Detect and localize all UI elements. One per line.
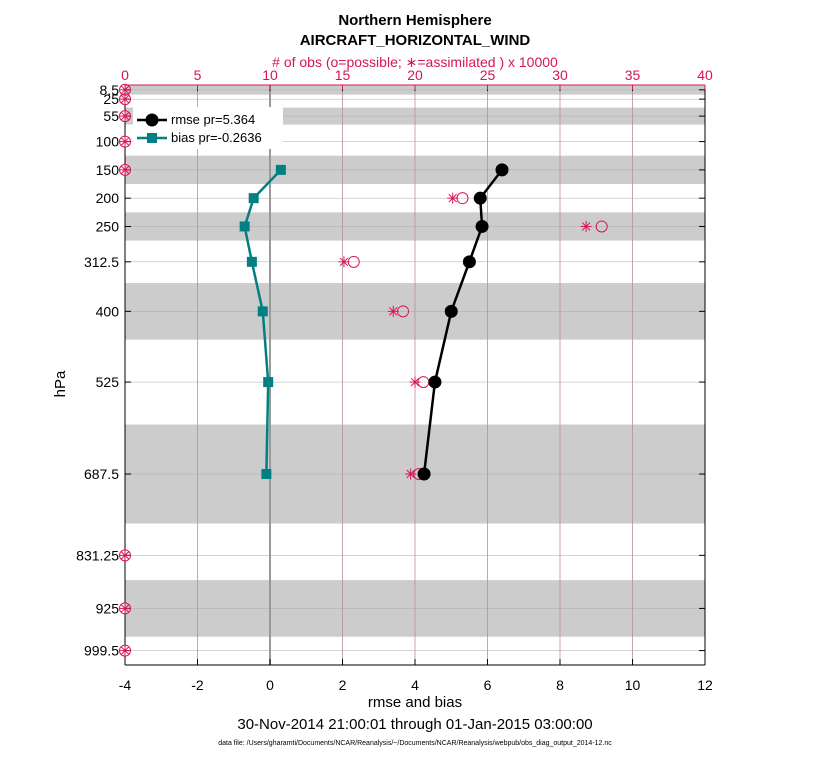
asterisk-stroke — [406, 469, 415, 479]
asterisk-stroke — [120, 85, 130, 95]
obs-assimilated-marker — [338, 256, 350, 268]
y-tick-label: 831.25 — [76, 547, 119, 563]
y-tick-label: 400 — [96, 303, 120, 319]
x-tick-label: 8 — [556, 677, 564, 693]
bias-point — [263, 377, 274, 388]
y-tick-label: 55 — [103, 108, 119, 124]
obs-assimilated-marker — [119, 164, 131, 176]
rmse-point — [495, 163, 509, 177]
y-tick-label: 925 — [96, 600, 120, 616]
top-tick-label: 35 — [625, 67, 641, 83]
rmse-point — [428, 375, 442, 389]
asterisk-stroke — [120, 551, 130, 560]
rmse-point — [444, 304, 458, 318]
asterisk-stroke — [389, 307, 398, 316]
top-tick-label: 0 — [121, 67, 129, 83]
asterisk-stroke — [339, 257, 349, 267]
tick-labels: -4 -2 0 2 4 6 8 10 120 5 10 15 20 25 30 35 408.525551001… — [76, 67, 713, 693]
y-tick-label: 100 — [96, 134, 120, 150]
top-tick-label: 10 — [262, 67, 278, 83]
date-range: 30-Nov-2014 21:00:01 through 01-Jan-2015… — [237, 716, 592, 733]
asterisk-stroke — [120, 111, 130, 121]
chart-title: Northern Hemisphere — [338, 12, 491, 29]
x-tick-label: -2 — [191, 677, 204, 693]
bias-point — [239, 221, 250, 232]
top-tick-label: 25 — [480, 67, 496, 83]
x-tick-label: -4 — [119, 677, 132, 693]
top-tick-label: 15 — [335, 67, 351, 83]
asterisk-stroke — [120, 604, 130, 613]
asterisk-stroke — [120, 165, 130, 175]
asterisk-stroke — [410, 377, 420, 387]
y-axis-label: hPa — [52, 370, 69, 397]
obs-assimilated-marker — [119, 549, 131, 561]
obs-assimilated-marker — [119, 93, 131, 105]
asterisk-stroke — [448, 193, 457, 203]
legend-label: rmse pr=5.364 — [171, 112, 255, 127]
y-tick-label: 687.5 — [84, 466, 119, 482]
top-tick-label: 40 — [697, 67, 713, 83]
top-axis-label: # of obs (o=possible; ∗=assimilated ) x … — [272, 54, 558, 70]
top-tick-label: 20 — [407, 67, 423, 83]
y-tick-label: 312.5 — [84, 254, 119, 270]
legend: rmse pr=5.364 bias pr=-0.2636 — [133, 107, 283, 149]
obs-assimilated-marker — [405, 468, 417, 480]
bias-point — [261, 469, 272, 480]
x-axis-label: rmse and bias — [368, 694, 462, 711]
legend-marker — [147, 133, 157, 143]
obs-assimilated-marker — [447, 192, 459, 204]
x-tick-label: 4 — [411, 677, 419, 693]
rmse-point — [475, 219, 489, 233]
obs-assimilated-marker — [119, 110, 131, 122]
y-tick-label: 200 — [96, 190, 120, 206]
x-tick-label: 10 — [625, 677, 641, 693]
x-tick-label: 12 — [697, 677, 713, 693]
rmse-point — [417, 467, 431, 481]
y-tick-label: 25 — [103, 91, 119, 107]
top-tick-label: 30 — [552, 67, 568, 83]
legend-box — [133, 107, 283, 149]
bias-point — [248, 193, 259, 204]
x-tick-label: 0 — [266, 677, 274, 693]
bias-point — [257, 306, 268, 317]
asterisk-stroke — [120, 94, 130, 104]
x-tick-label: 6 — [484, 677, 492, 693]
rmse-point — [473, 191, 487, 205]
asterisk-stroke — [581, 222, 591, 231]
obs-possible-marker — [595, 220, 608, 233]
x-tick-label: 2 — [339, 677, 347, 693]
obs-count-markers — [119, 83, 608, 657]
legend-label: bias pr=-0.2636 — [171, 130, 262, 145]
obs-assimilated-marker — [119, 645, 131, 657]
y-tick-label: 150 — [96, 162, 120, 178]
bias-point — [275, 164, 286, 175]
obs-assimilated-marker — [119, 136, 131, 148]
y-tick-label: 999.5 — [84, 643, 119, 659]
obs-assimilated-marker — [119, 84, 131, 96]
y-tick-label: 8.5 — [100, 82, 120, 98]
legend-marker — [145, 113, 159, 127]
top-tick-label: 5 — [194, 67, 202, 83]
rmse-point — [462, 255, 476, 269]
obs-assimilated-marker — [387, 305, 399, 317]
series-lines — [239, 163, 509, 481]
chart-subtitle: AIRCRAFT_HORIZONTAL_WIND — [300, 32, 531, 49]
obs-assimilated-marker — [119, 602, 131, 614]
asterisk-stroke — [120, 646, 130, 655]
obs-assimilated-marker — [409, 376, 421, 388]
y-tick-label: 250 — [96, 218, 120, 234]
y-tick-label: 525 — [96, 374, 120, 390]
data-file-footnote: data file: /Users/gharamti/Documents/NCA… — [218, 740, 612, 747]
bias-point — [246, 256, 257, 267]
asterisk-stroke — [120, 137, 130, 146]
obs-assimilated-marker — [580, 220, 592, 232]
